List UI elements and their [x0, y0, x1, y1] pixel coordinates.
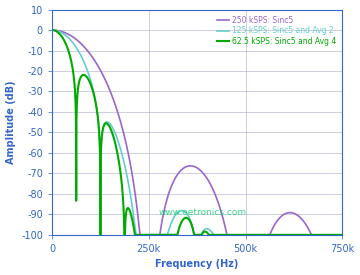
Legend: 250 kSPS: Sinc5, 125 kSPS: Sinc5 and Avg 2, 62.5 kSPS: Sinc5 and Avg 4: 250 kSPS: Sinc5, 125 kSPS: Sinc5 and Avg… [215, 13, 338, 48]
X-axis label: Frequency (Hz): Frequency (Hz) [156, 259, 239, 270]
Y-axis label: Amplitude (dB): Amplitude (dB) [5, 80, 15, 164]
Text: www.eetronics.com: www.eetronics.com [159, 208, 247, 217]
